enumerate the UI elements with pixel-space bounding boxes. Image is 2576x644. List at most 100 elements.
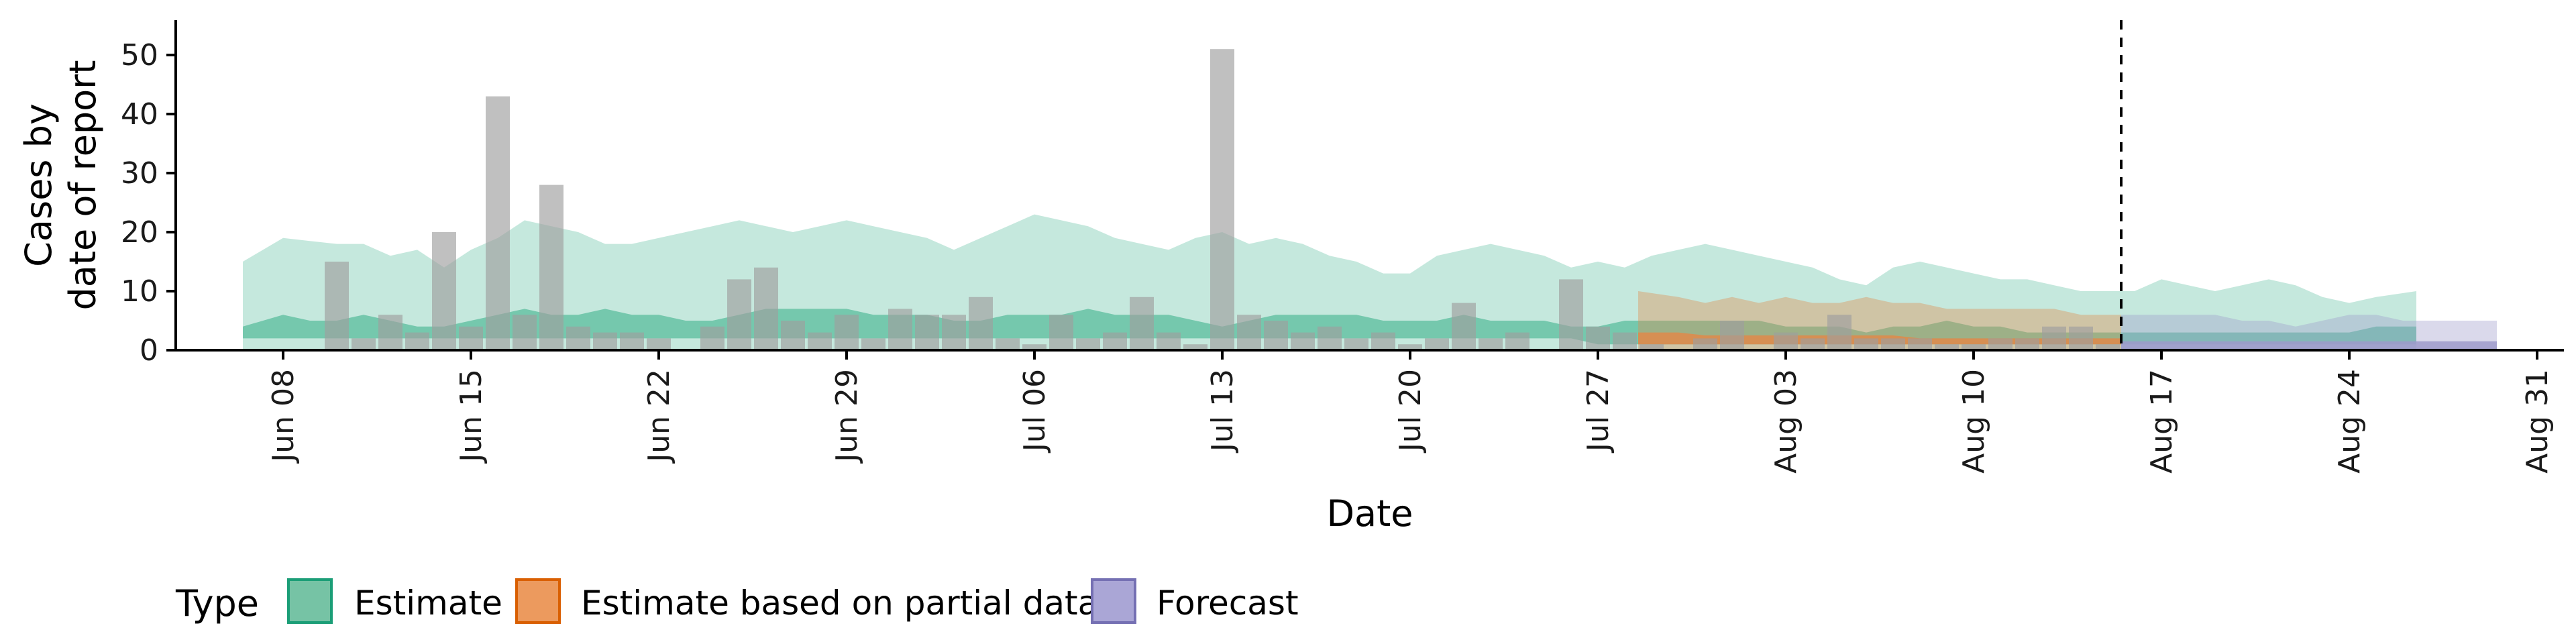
case-bar [1398, 344, 1422, 350]
x-tick-label: Jun 15 [454, 369, 488, 464]
legend-title: Type [175, 582, 259, 625]
legend-item: Estimate [287, 578, 502, 624]
y-tick-label: 40 [121, 97, 158, 131]
case-bar [1130, 297, 1154, 350]
case-bar [378, 315, 402, 350]
legend-swatch [515, 578, 561, 624]
case-bar [432, 232, 456, 350]
case-bar [1613, 332, 1637, 350]
case-bar [1640, 344, 1664, 350]
reported-cases-bars [244, 49, 2120, 350]
case-bar [1183, 344, 1208, 350]
case-bar [620, 332, 644, 350]
case-bar [754, 267, 778, 350]
y-tick-label: 0 [140, 333, 158, 368]
case-bar [1157, 332, 1181, 350]
case-bar [566, 326, 590, 350]
legend-items: Estimate Estimate based on partial data Fo… [287, 578, 1299, 624]
case-bar [1559, 279, 1583, 350]
legend-label: Estimate based on partial data [581, 584, 1098, 623]
case-bar [2015, 338, 2039, 350]
case-bar [1935, 344, 1959, 350]
legend-swatch [287, 578, 333, 624]
case-bar [1988, 338, 2012, 350]
y-axis-label-line-1: Cases by [17, 103, 60, 267]
case-bar [996, 338, 1020, 350]
case-bar [1693, 338, 1717, 350]
case-bar [888, 309, 912, 350]
case-bar [1854, 338, 1878, 350]
y-ticks: 0 10 20 30 40 50 [121, 38, 176, 368]
x-tick-label: Jul 27 [1581, 369, 1615, 453]
case-bar [1264, 321, 1288, 350]
case-bar [727, 279, 751, 350]
case-bar [1586, 326, 1610, 350]
x-tick-label: Jul 20 [1393, 369, 1428, 453]
case-bar [1774, 332, 1798, 350]
x-tick-label: Jul 06 [1018, 369, 1052, 453]
case-bar [1237, 315, 1261, 350]
case-bar [942, 315, 966, 350]
x-tick-label: Jun 29 [830, 369, 864, 464]
legend: Type Estimate Estimate based on partial d… [175, 578, 1299, 625]
axes: 0 10 20 30 40 50 Jun 08 Jun 15 Jun 22 Jun 29 Jul … [121, 20, 2564, 474]
y-tick-label: 50 [121, 38, 158, 72]
x-tick-label: Aug 31 [2520, 369, 2555, 474]
case-bar [781, 321, 805, 350]
case-bar [1049, 315, 1073, 350]
case-bar [1210, 49, 1234, 350]
case-bar [1076, 338, 1100, 350]
legend-swatch [1091, 578, 1136, 624]
case-bar [405, 332, 429, 350]
x-tick-label: Aug 24 [2332, 369, 2367, 474]
x-tick-label: Aug 17 [2145, 369, 2179, 474]
case-bar [1479, 338, 1503, 350]
case-bar [808, 332, 832, 350]
x-tick-label: Aug 10 [1957, 369, 1991, 474]
case-bar [352, 338, 376, 350]
legend-label: Estimate [354, 584, 502, 623]
case-bar [2069, 326, 2093, 350]
x-tick-label: Aug 03 [1769, 369, 1803, 474]
case-bar [1908, 338, 1932, 350]
case-bar [513, 315, 537, 350]
legend-item: Estimate based on partial data [515, 578, 1098, 624]
x-tick-label: Jun 22 [642, 369, 676, 464]
case-bar [1962, 344, 1986, 350]
y-tick-label: 10 [121, 274, 158, 309]
case-bar [486, 96, 510, 350]
x-tick-label: Jul 13 [1205, 369, 1240, 453]
y-tick-label: 20 [121, 215, 158, 250]
case-bar [835, 315, 859, 350]
case-bar [1505, 332, 1529, 350]
case-bar [1344, 338, 1368, 350]
case-bar [1827, 315, 1851, 350]
x-ticks: Jun 08 Jun 15 Jun 22 Jun 29 Jul 06 Jul 13 Jul … [266, 350, 2555, 474]
y-tick-label: 30 [121, 156, 158, 191]
case-bar [1881, 338, 1905, 350]
x-axis-label: Date [1326, 492, 1413, 535]
case-bar [1318, 326, 1342, 350]
ribbon-inner-2 [2121, 341, 2497, 350]
case-bar [539, 184, 564, 350]
x-tick-label: Jun 08 [266, 369, 301, 464]
case-bar [2042, 326, 2066, 350]
case-bar [459, 326, 483, 350]
case-bar [593, 332, 617, 350]
case-bar [969, 297, 993, 350]
case-bar [1022, 344, 1046, 350]
case-bar [647, 338, 671, 350]
case-bar [2096, 344, 2120, 350]
case-bar [325, 262, 349, 350]
legend-label: Forecast [1157, 584, 1299, 623]
case-bar [1371, 332, 1395, 350]
case-bar [700, 326, 724, 350]
case-bar [1720, 321, 1744, 350]
case-bar [1452, 303, 1476, 350]
case-bar [1801, 338, 1825, 350]
case-bar [1291, 332, 1315, 350]
case-bar [1425, 338, 1449, 350]
y-axis-label-line-2: date of report [62, 60, 104, 310]
case-bar [861, 338, 885, 350]
